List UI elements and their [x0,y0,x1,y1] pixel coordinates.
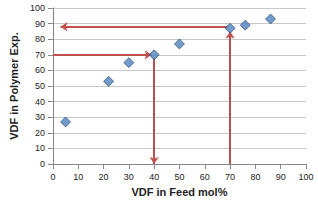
svg-text:10: 10 [73,172,83,182]
svg-text:VDF in Polymer Exp.: VDF in Polymer Exp. [8,32,20,140]
svg-text:40: 40 [35,97,45,107]
svg-text:80: 80 [35,34,45,44]
svg-text:70: 70 [225,172,235,182]
svg-text:10: 10 [35,143,45,153]
svg-text:50: 50 [174,172,184,182]
svg-text:50: 50 [35,81,45,91]
svg-text:100: 100 [298,172,313,182]
svg-text:20: 20 [35,128,45,138]
svg-text:40: 40 [149,172,159,182]
svg-text:30: 30 [124,172,134,182]
svg-text:VDF in Feed mol%: VDF in Feed mol% [131,186,227,198]
svg-text:0: 0 [40,159,45,169]
svg-text:100: 100 [30,3,45,13]
svg-text:90: 90 [35,19,45,29]
svg-text:30: 30 [35,112,45,122]
svg-text:60: 60 [200,172,210,182]
svg-text:80: 80 [250,172,260,182]
svg-text:90: 90 [276,172,286,182]
svg-text:60: 60 [35,65,45,75]
svg-text:20: 20 [99,172,109,182]
svg-text:70: 70 [35,50,45,60]
svg-text:0: 0 [50,172,55,182]
